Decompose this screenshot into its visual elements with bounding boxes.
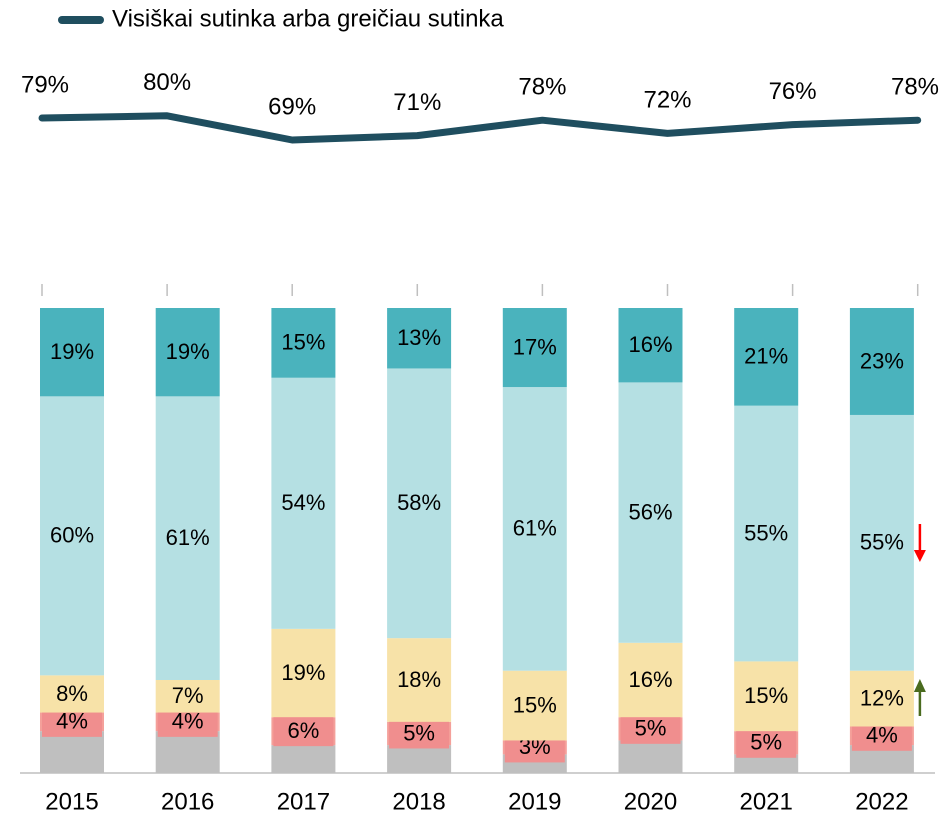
bar-segment (849, 414, 914, 671)
x-tick-label: 2015 (45, 788, 98, 815)
data-label: 5% (635, 716, 667, 741)
bar-segment (849, 670, 914, 727)
label-box (620, 713, 681, 744)
data-label: 6% (288, 718, 320, 743)
data-label: 60% (50, 523, 94, 548)
data-label: 61% (513, 516, 557, 541)
data-label: 55% (744, 520, 788, 545)
arrow-up-head (913, 679, 926, 692)
data-label: 7% (172, 683, 204, 708)
x-tick-label: 2021 (740, 788, 793, 815)
data-label: 16% (628, 667, 672, 692)
data-label: 4% (172, 709, 204, 734)
x-tick-label: 2018 (392, 788, 445, 815)
x-tick-label: 2019 (508, 788, 561, 815)
line (38, 112, 922, 144)
bar-segment (40, 675, 104, 713)
data-label: 21% (744, 344, 788, 369)
line-label: 69% (268, 93, 316, 120)
legend-label: Visiškai sutinka arba greičiau sutinka (112, 5, 504, 32)
bar-segment (271, 308, 336, 378)
data-label: 19% (166, 339, 210, 364)
x-tick-label: 2022 (855, 788, 908, 815)
data-label: 61% (166, 525, 210, 550)
bar-segment (271, 377, 336, 629)
bar-segment (271, 745, 336, 773)
data-label: 12% (860, 685, 904, 710)
data-label: 15% (744, 683, 788, 708)
bar-segment (387, 638, 452, 722)
bar-segment (734, 405, 799, 662)
bar-segment (155, 680, 220, 713)
data-label: 19% (50, 339, 94, 364)
bar-segment (734, 661, 799, 732)
bar-segment (271, 628, 336, 718)
arrow-down-head (913, 550, 926, 562)
bar-segment (40, 396, 104, 676)
data-label: 56% (628, 499, 672, 524)
label-box (736, 727, 797, 758)
data-label: 13% (397, 325, 441, 350)
data-label: 54% (281, 490, 325, 515)
bar-segment (618, 308, 683, 383)
data-label: 4% (866, 723, 898, 748)
x-tick-label: 2016 (161, 788, 214, 815)
line-label: 78% (891, 74, 939, 101)
x-tick-label: 2017 (277, 788, 330, 815)
bar-segment (502, 308, 567, 388)
data-label: 8% (56, 681, 88, 706)
bar-segment (40, 731, 104, 773)
x-tick-label: 2020 (624, 788, 677, 815)
data-label: 18% (397, 667, 441, 692)
bar-segment (502, 387, 567, 671)
line-label: 80% (143, 69, 191, 96)
data-label: 5% (403, 720, 435, 745)
bar-segment (387, 308, 452, 369)
bar-segment (849, 308, 914, 415)
bar-segment (155, 308, 220, 397)
data-label: 23% (860, 348, 904, 373)
bar-segment (618, 642, 683, 718)
data-label: 55% (860, 530, 904, 555)
bar-segment (734, 308, 799, 406)
bar-segment (155, 396, 220, 680)
data-label: 5% (750, 730, 782, 755)
line-label: 79% (21, 71, 69, 98)
data-label: 15% (281, 330, 325, 355)
bar-segment (40, 308, 104, 397)
line-label: 76% (769, 78, 817, 105)
label-box (273, 716, 334, 747)
label-box (389, 718, 450, 749)
data-label: 4% (56, 709, 88, 734)
data-label: 19% (281, 660, 325, 685)
line-label: 78% (518, 74, 566, 101)
data-label: 15% (513, 692, 557, 717)
data-label: 58% (397, 490, 441, 515)
bar-segment (734, 754, 799, 773)
bar-segment (618, 740, 683, 773)
bar-segment (387, 368, 452, 639)
bar-segment (387, 745, 452, 773)
bar-segment (155, 731, 220, 773)
data-label: 16% (628, 332, 672, 357)
bar-segment (618, 382, 683, 643)
line-label: 71% (393, 89, 441, 116)
data-label: 17% (513, 334, 557, 359)
line-label: 72% (643, 87, 691, 114)
bar-segment (502, 670, 567, 741)
